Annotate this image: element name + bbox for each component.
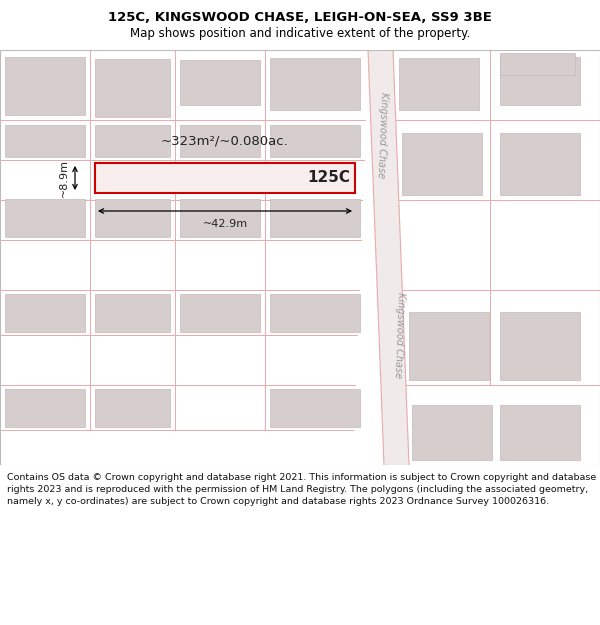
Bar: [5, 199, 85, 237]
Text: Kingswood Chase: Kingswood Chase: [393, 292, 406, 378]
Bar: [95, 125, 170, 157]
Bar: [270, 199, 360, 237]
Bar: [95, 294, 170, 332]
Text: Map shows position and indicative extent of the property.: Map shows position and indicative extent…: [130, 27, 470, 40]
Bar: [500, 133, 580, 195]
Bar: [409, 312, 489, 380]
Bar: [180, 125, 260, 157]
Text: Kingswood Chase: Kingswood Chase: [376, 92, 389, 178]
Text: 125C: 125C: [307, 171, 350, 186]
Bar: [95, 59, 170, 117]
Bar: [180, 294, 260, 332]
Bar: [412, 405, 493, 460]
Bar: [180, 199, 260, 237]
Bar: [270, 389, 360, 427]
Bar: [500, 53, 575, 75]
Polygon shape: [368, 50, 409, 465]
Bar: [500, 312, 580, 380]
Bar: [270, 294, 360, 332]
Bar: [95, 199, 170, 237]
Text: ~8.9m: ~8.9m: [59, 159, 69, 197]
Bar: [95, 163, 355, 193]
Bar: [403, 133, 482, 195]
Bar: [270, 58, 360, 110]
Text: ~323m²/~0.080ac.: ~323m²/~0.080ac.: [161, 134, 289, 148]
Bar: [270, 125, 360, 157]
Bar: [500, 57, 580, 105]
Text: ~42.9m: ~42.9m: [202, 219, 248, 229]
Bar: [5, 389, 85, 427]
Bar: [95, 389, 170, 427]
Text: 125C, KINGSWOOD CHASE, LEIGH-ON-SEA, SS9 3BE: 125C, KINGSWOOD CHASE, LEIGH-ON-SEA, SS9…: [108, 11, 492, 24]
Bar: [400, 58, 479, 110]
Bar: [500, 405, 580, 460]
Bar: [5, 57, 85, 115]
Text: Contains OS data © Crown copyright and database right 2021. This information is : Contains OS data © Crown copyright and d…: [7, 473, 596, 506]
Bar: [5, 125, 85, 157]
Bar: [5, 294, 85, 332]
Bar: [180, 60, 260, 105]
